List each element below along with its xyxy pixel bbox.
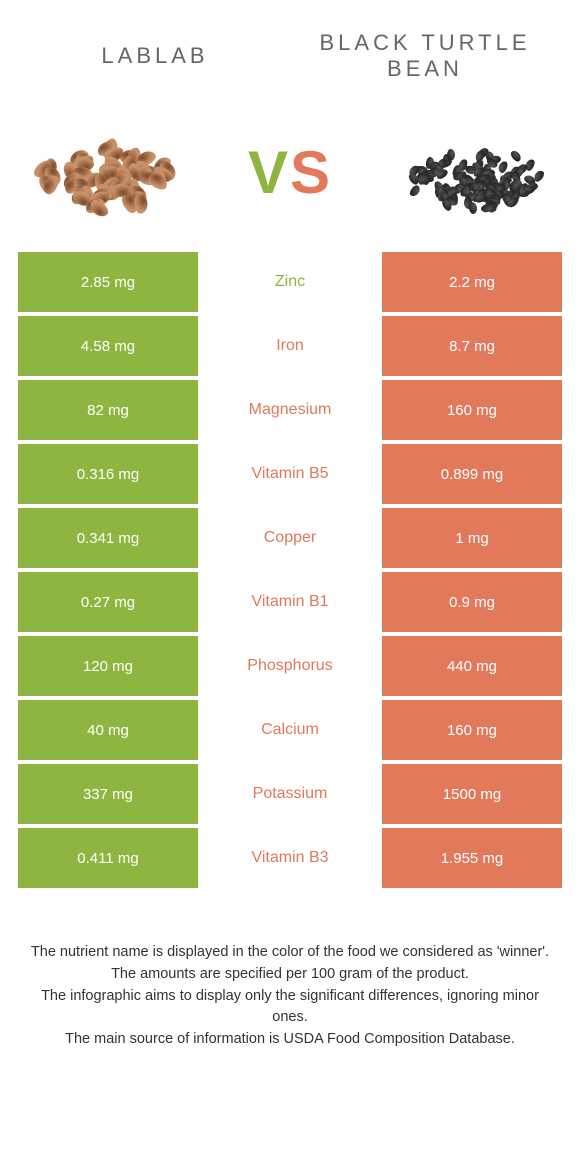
footer-line: The amounts are specified per 100 gram o… [30,964,550,986]
vs-row: VS [0,92,580,252]
right-value: 2.2 mg [382,252,562,312]
right-value: 8.7 mg [382,316,562,376]
table-row: 4.58 mgIron8.7 mg [18,316,562,376]
table-row: 0.341 mgCopper1 mg [18,508,562,568]
vs-label: VS [248,138,332,207]
left-value: 2.85 mg [18,252,198,312]
nutrient-label: Zinc [198,252,382,312]
table-row: 0.316 mgVitamin B50.899 mg [18,444,562,504]
right-value: 0.899 mg [382,444,562,504]
table-row: 2.85 mgZinc2.2 mg [18,252,562,312]
footer: The nutrient name is displayed in the co… [0,892,580,1051]
left-value: 4.58 mg [18,316,198,376]
nutrient-label: Calcium [198,700,382,760]
table-row: 0.27 mgVitamin B10.9 mg [18,572,562,632]
left-title: LABLAB [20,43,290,69]
nutrient-label: Vitamin B1 [198,572,382,632]
right-value: 1 mg [382,508,562,568]
left-value: 0.27 mg [18,572,198,632]
nutrient-table: 2.85 mgZinc2.2 mg4.58 mgIron8.7 mg82 mgM… [0,252,580,888]
left-value: 0.411 mg [18,828,198,888]
vs-s: S [290,139,332,206]
right-value: 160 mg [382,700,562,760]
footer-line: The infographic aims to display only the… [30,986,550,1030]
left-value: 0.316 mg [18,444,198,504]
right-value: 1500 mg [382,764,562,824]
left-food-image [20,112,190,232]
header: LABLAB BLACK TURTLE BEAN [0,0,580,92]
right-value: 0.9 mg [382,572,562,632]
nutrient-label: Copper [198,508,382,568]
right-value: 1.955 mg [382,828,562,888]
nutrient-label: Iron [198,316,382,376]
right-title: BLACK TURTLE BEAN [290,30,560,82]
left-value: 0.341 mg [18,508,198,568]
table-row: 120 mgPhosphorus440 mg [18,636,562,696]
vs-v: V [248,139,290,206]
table-row: 337 mgPotassium1500 mg [18,764,562,824]
nutrient-label: Potassium [198,764,382,824]
nutrient-label: Magnesium [198,380,382,440]
left-value: 40 mg [18,700,198,760]
nutrient-label: Vitamin B3 [198,828,382,888]
left-value: 82 mg [18,380,198,440]
right-food-image [390,112,560,232]
left-value: 337 mg [18,764,198,824]
table-row: 0.411 mgVitamin B31.955 mg [18,828,562,888]
footer-line: The nutrient name is displayed in the co… [30,942,550,964]
left-value: 120 mg [18,636,198,696]
footer-line: The main source of information is USDA F… [30,1029,550,1051]
table-row: 82 mgMagnesium160 mg [18,380,562,440]
table-row: 40 mgCalcium160 mg [18,700,562,760]
nutrient-label: Vitamin B5 [198,444,382,504]
nutrient-label: Phosphorus [198,636,382,696]
right-value: 160 mg [382,380,562,440]
right-value: 440 mg [382,636,562,696]
